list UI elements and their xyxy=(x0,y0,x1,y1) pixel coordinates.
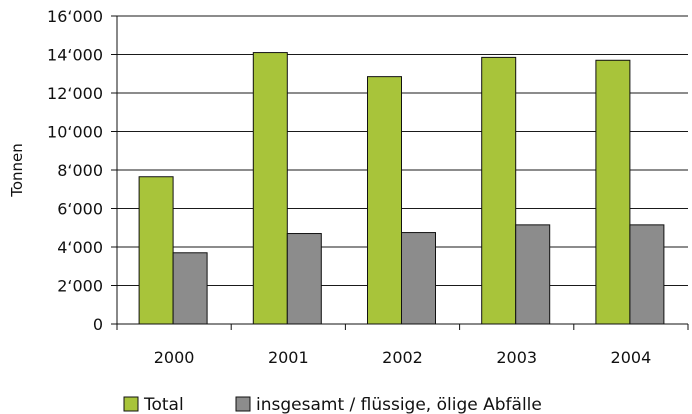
bar-total-2002 xyxy=(367,76,402,325)
x-category-labels: 2000 2001 2002 2003 2004 xyxy=(154,348,652,367)
x-category-label: 2000 xyxy=(154,348,195,367)
y-tick-labels: 0 2‘000 4‘000 6‘000 8‘000 10‘000 12‘000 14‘000 1… xyxy=(47,7,103,334)
x-category-label: 2001 xyxy=(268,348,309,367)
y-tick-label: 8‘000 xyxy=(57,161,103,180)
y-tick-label: 14‘000 xyxy=(47,46,103,65)
x-category-label: 2002 xyxy=(382,348,423,367)
y-tick-label: 6‘000 xyxy=(57,200,103,219)
legend-label-total: Total xyxy=(143,395,184,414)
y-tick-label: 4‘000 xyxy=(57,238,103,257)
y-axis-title: Tonnen xyxy=(8,143,26,198)
y-tick-label: 0 xyxy=(93,315,103,334)
gridlines xyxy=(117,15,688,286)
y-tick-label: 2‘000 xyxy=(57,277,103,296)
bars xyxy=(138,52,665,325)
x-category-label: 2004 xyxy=(611,348,652,367)
y-tick-label: 12‘000 xyxy=(47,84,103,103)
bar-oelige-abfaelle-2004 xyxy=(629,224,665,325)
bar-total-2003 xyxy=(481,56,517,325)
legend-swatch-oelige-abfaelle xyxy=(235,396,251,412)
bar-oelige-abfaelle-2000 xyxy=(172,252,208,325)
legend-swatch-total xyxy=(123,396,139,412)
y-tick-label: 10‘000 xyxy=(47,123,103,142)
bar-total-2000 xyxy=(138,176,174,325)
bar-total-2001 xyxy=(252,52,288,325)
legend: Total insgesamt / flüssige, ölige Abfälle xyxy=(123,395,542,414)
bar-oelige-abfaelle-2001 xyxy=(286,233,322,325)
legend-label-oelige-abfaelle: insgesamt / flüssige, ölige Abfälle xyxy=(256,395,542,414)
axes xyxy=(111,15,689,330)
x-category-label: 2003 xyxy=(496,348,537,367)
y-tick-label: 16‘000 xyxy=(47,7,103,26)
bar-oelige-abfaelle-2003 xyxy=(515,224,551,325)
bar-oelige-abfaelle-2002 xyxy=(401,232,436,325)
bar-total-2004 xyxy=(595,59,631,325)
